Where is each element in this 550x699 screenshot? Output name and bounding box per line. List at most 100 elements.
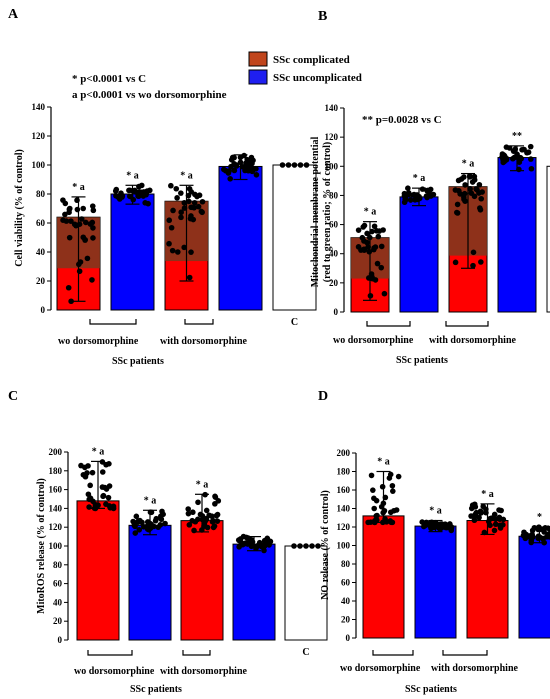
- data-point: [80, 205, 87, 212]
- data-point: [87, 482, 93, 489]
- legend-label-uncomplicated: SSc uncomplicated: [273, 72, 362, 84]
- data-point: [525, 149, 532, 156]
- data-point: [66, 234, 73, 241]
- data-point: [279, 162, 286, 168]
- y-tick-label: 140: [337, 504, 351, 514]
- data-point: [395, 473, 402, 480]
- panel-a-chart: 0 20 40 60 80 100 120 140 Cell viability (% of c…: [14, 102, 317, 367]
- significance-mark: * a: [196, 479, 209, 490]
- data-point: [479, 189, 485, 195]
- y-tick-label: 120: [49, 522, 63, 532]
- data-point: [76, 268, 83, 275]
- data-point: [476, 181, 483, 188]
- data-point: [160, 511, 166, 518]
- data-point: [303, 543, 309, 549]
- data-point: [105, 494, 112, 501]
- data-point: [211, 523, 218, 529]
- data-point: [66, 206, 73, 213]
- data-point: [521, 529, 527, 536]
- data-point: [437, 526, 443, 532]
- data-point: [360, 224, 367, 230]
- y-tick-label: 140: [49, 503, 63, 513]
- data-point: [529, 527, 536, 534]
- group-bracket: [182, 650, 211, 656]
- significance-mark: * a: [72, 182, 85, 193]
- data-point: [309, 543, 315, 549]
- bar: [232, 543, 276, 641]
- significance-mark: * a: [481, 489, 494, 500]
- data-point: [170, 207, 176, 214]
- data-point: [168, 224, 175, 231]
- data-point: [461, 190, 468, 197]
- data-point: [261, 543, 268, 549]
- legend-label-complicated: SSc complicated: [273, 54, 350, 66]
- data-point: [162, 520, 168, 527]
- data-point: [74, 206, 81, 213]
- data-point: [478, 195, 485, 202]
- y-tick-label: 140: [325, 103, 339, 113]
- data-point: [456, 188, 462, 194]
- y-tick-label: 20: [329, 278, 339, 288]
- data-point: [452, 259, 459, 266]
- data-point: [174, 249, 181, 255]
- bar: [218, 165, 263, 311]
- bar: [272, 164, 317, 311]
- y-tick-label: 100: [325, 161, 339, 171]
- significance-mark: *: [537, 512, 542, 523]
- data-point: [130, 518, 136, 525]
- data-point: [65, 284, 72, 291]
- data-point: [487, 515, 493, 522]
- data-point: [213, 512, 220, 519]
- y-tick-label: 40: [341, 596, 351, 606]
- data-point: [478, 259, 484, 265]
- data-point: [249, 160, 255, 167]
- group-bracket: [366, 321, 411, 327]
- panel-b-chart: 0 20 40 60 80 100 120 140 Mitochondrial membrane…: [310, 103, 550, 366]
- data-point: [99, 469, 106, 475]
- group-label: wo dorsomorphine: [74, 666, 155, 677]
- legend-swatch-complicated: [248, 51, 268, 67]
- data-point: [244, 541, 251, 547]
- data-point: [471, 177, 478, 183]
- panel-c-chart: 0 20 40 60 80 100 120 140 160 180 200 MitoROS relea…: [36, 446, 328, 695]
- y-tick-label: 20: [36, 276, 46, 286]
- data-point: [84, 255, 91, 262]
- data-point: [291, 162, 298, 168]
- data-point: [141, 189, 147, 195]
- legend: SSc complicated SSc uncomplicated: [248, 51, 362, 85]
- data-point: [366, 248, 373, 255]
- data-point: [242, 166, 249, 173]
- data-point: [368, 472, 375, 479]
- data-point: [60, 197, 66, 203]
- data-point: [521, 146, 527, 153]
- data-point: [84, 470, 90, 476]
- data-point: [379, 483, 386, 490]
- data-point: [192, 518, 199, 525]
- annotation-a-2: a p<0.0001 vs wo dorsomorphine: [72, 89, 227, 101]
- panel-label-a: A: [8, 7, 19, 22]
- data-point: [110, 505, 117, 512]
- data-point: [243, 160, 249, 166]
- group-label: with dorsomorphine: [160, 666, 248, 677]
- data-point: [199, 209, 205, 216]
- data-point: [378, 243, 385, 250]
- data-point: [251, 166, 257, 172]
- data-point: [470, 262, 476, 269]
- data-point: [199, 198, 206, 205]
- bar: [76, 500, 120, 641]
- data-point: [152, 517, 159, 524]
- data-point: [470, 249, 477, 256]
- data-point: [63, 218, 70, 224]
- data-point: [506, 145, 513, 151]
- data-point: [195, 499, 201, 506]
- data-point: [369, 228, 375, 235]
- data-point: [469, 502, 476, 508]
- data-point: [501, 158, 508, 165]
- y-tick-label: 60: [53, 579, 63, 589]
- y-axis-label: Cell viability (% of control): [14, 149, 25, 267]
- data-point: [380, 227, 386, 233]
- data-point: [364, 239, 370, 246]
- data-point: [373, 497, 380, 504]
- y-tick-label: 120: [32, 131, 46, 141]
- data-point: [82, 219, 89, 226]
